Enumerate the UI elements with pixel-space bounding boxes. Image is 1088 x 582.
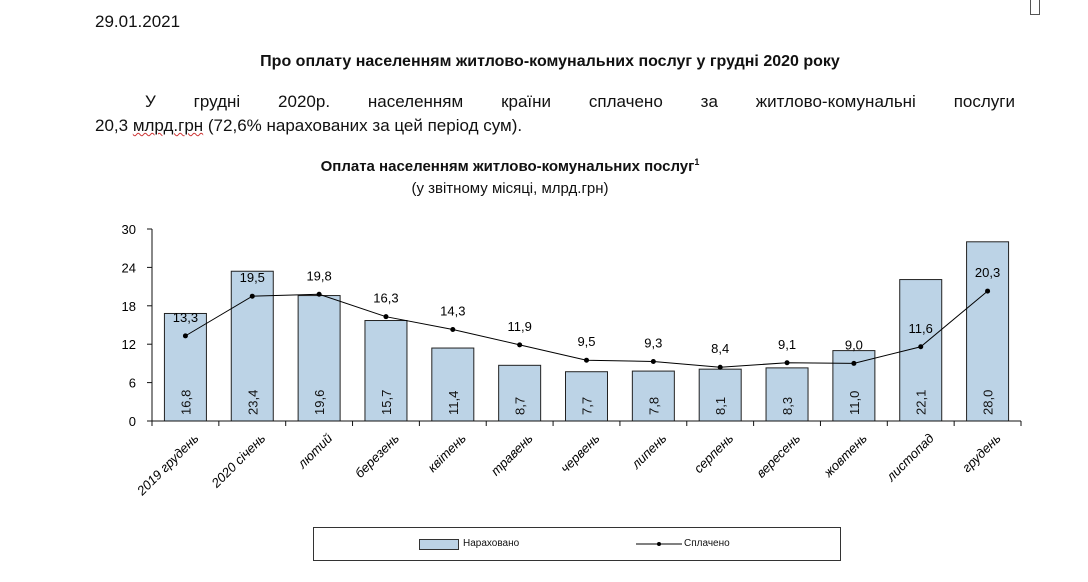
paid-point <box>784 360 790 366</box>
chart-title-text: Оплата населенням житлово-комунальних по… <box>320 158 695 175</box>
bar-value-label: 11,0 <box>847 391 862 415</box>
paid-value-label: 9,0 <box>845 337 863 352</box>
legend-bar-swatch <box>419 539 459 550</box>
paid-point <box>383 314 389 320</box>
paragraph-unit: млрд.грн <box>132 116 204 135</box>
bar-value-label: 11,4 <box>446 391 461 415</box>
bar <box>966 241 1010 422</box>
bar-value-label: 7,8 <box>646 397 661 415</box>
bar-value-label: 8,1 <box>713 397 728 415</box>
y-tick-label: 6 <box>129 376 136 391</box>
paid-point <box>182 333 188 339</box>
paid-point <box>584 357 589 363</box>
text-cursor-icon <box>1030 0 1040 15</box>
x-tick-label: вересень <box>753 430 803 480</box>
x-tick-label: жовтень <box>820 430 870 480</box>
bar <box>698 368 742 422</box>
y-tick-label: 0 <box>129 414 136 429</box>
bar <box>631 370 675 422</box>
x-tick-label: квітень <box>424 430 469 475</box>
chart-subtitle: (у звітному місяці, млрд.грн) <box>411 180 609 197</box>
x-tick-label: грудень <box>959 430 1004 475</box>
paid-value-label: 9,5 <box>577 334 595 349</box>
bar-value-label: 28,0 <box>981 390 996 415</box>
y-tick-label: 12 <box>122 337 136 352</box>
chart-title: Оплата населенням житлово-комунальних по… <box>0 157 1020 175</box>
paragraph-line-1: У грудні 2020р. населенням країни сплаче… <box>145 92 1015 111</box>
bar <box>163 312 207 422</box>
paid-value-label: 9,3 <box>644 335 662 350</box>
y-tick-label: 30 <box>122 222 136 237</box>
paid-point <box>851 360 857 366</box>
paid-value-label: 20,3 <box>975 265 1000 280</box>
paid-value-label: 8,4 <box>711 341 729 356</box>
paid-value-label: 11,9 <box>507 319 531 334</box>
bar-value-label: 7,7 <box>580 397 595 415</box>
bar-value-label: 22,1 <box>914 390 929 415</box>
x-tick-label: червень <box>557 430 602 475</box>
paid-value-label: 14,3 <box>440 303 465 318</box>
bar-value-label: 8,7 <box>513 397 528 415</box>
document-heading: Про оплату населенням житлово-комунальни… <box>260 53 840 70</box>
x-tick-label: листопад <box>883 431 937 485</box>
x-tick-label: серпень <box>691 430 737 476</box>
paid-value-label: 19,8 <box>306 268 331 283</box>
paid-value-label: 9,1 <box>778 337 796 352</box>
paragraph-rest: (72,6% нарахованих за цей період сум). <box>203 116 523 135</box>
bar <box>765 367 809 422</box>
y-tick-label: 18 <box>122 299 136 314</box>
bar-value-label: 8,3 <box>780 397 795 415</box>
bar-value-label: 15,7 <box>379 390 394 415</box>
x-tick-label: березень <box>352 430 402 480</box>
chart-legend: Нараховано Сплачено <box>313 527 841 561</box>
paid-point <box>249 293 255 299</box>
bar-value-label: 23,4 <box>245 390 260 415</box>
x-tick-label: лютий <box>294 431 335 472</box>
bar-value-label: 16,8 <box>178 390 193 415</box>
paid-point <box>650 358 656 364</box>
bar <box>498 364 542 422</box>
bar <box>431 347 475 422</box>
y-tick-label: 24 <box>122 260 136 275</box>
chart-title-footnote: 1 <box>694 157 700 167</box>
paid-point <box>316 291 322 297</box>
x-tick-label: 2020 січень <box>208 430 269 491</box>
paid-point <box>918 344 924 350</box>
paid-value-label: 11,6 <box>909 321 933 336</box>
paragraph-line-2: 20,3 млрд.грн (72,6% нарахованих за цей … <box>95 116 522 136</box>
x-tick-label: травень <box>488 430 536 478</box>
paid-point <box>517 342 523 348</box>
paragraph-value: 20,3 <box>95 116 133 135</box>
paid-value-label: 13,3 <box>173 310 198 325</box>
paid-value-label: 19,5 <box>240 270 265 285</box>
bar-value-label: 19,6 <box>312 390 327 415</box>
legend-label-paid: Сплачено <box>684 538 730 549</box>
paid-point <box>985 288 991 294</box>
bar <box>364 320 408 422</box>
paid-value-label: 16,3 <box>373 291 398 306</box>
legend-line-swatch <box>636 542 682 546</box>
document-date: 29.01.2021 <box>95 12 181 31</box>
x-tick-label: липень <box>628 430 670 472</box>
bar <box>297 295 341 422</box>
paid-point <box>450 326 456 332</box>
legend-label-accrued: Нараховано <box>463 538 520 549</box>
paid-point <box>717 364 723 370</box>
x-tick-label: 2019 грудень <box>133 430 201 498</box>
